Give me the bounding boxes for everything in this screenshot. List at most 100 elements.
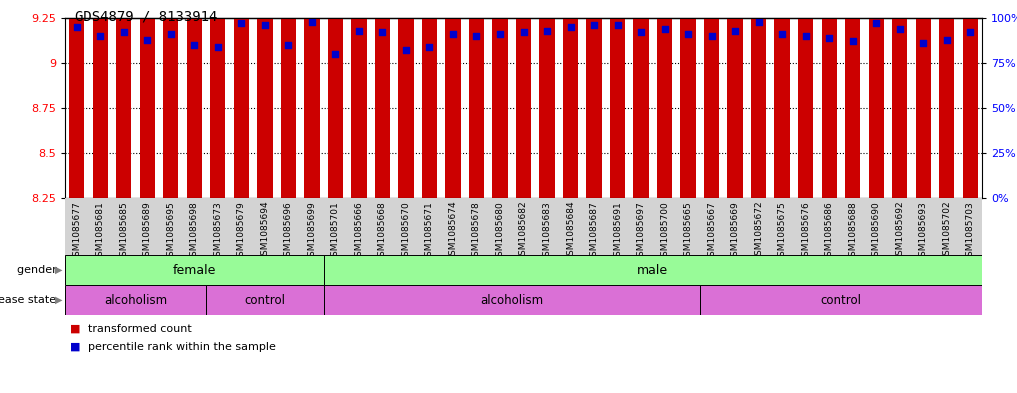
Text: GSM1085698: GSM1085698: [190, 201, 198, 262]
Point: [186, 42, 202, 48]
Point: [304, 18, 320, 25]
Point: [421, 44, 437, 50]
Bar: [516, 0, 531, 198]
Bar: [323, 255, 982, 285]
Text: GSM1085689: GSM1085689: [142, 201, 152, 262]
Point: [609, 22, 625, 28]
Bar: [327, 0, 343, 198]
Bar: [422, 0, 437, 198]
Text: gender: gender: [16, 265, 60, 275]
Point: [562, 24, 579, 30]
Bar: [939, 0, 954, 198]
Point: [656, 26, 672, 32]
Text: GSM1085673: GSM1085673: [214, 201, 223, 262]
Bar: [257, 0, 273, 198]
Bar: [587, 0, 602, 198]
Text: GSM1085703: GSM1085703: [966, 201, 974, 262]
Bar: [751, 0, 766, 198]
Bar: [206, 285, 323, 315]
Point: [351, 28, 367, 34]
Text: control: control: [821, 294, 861, 307]
Text: GSM1085682: GSM1085682: [519, 201, 528, 261]
Bar: [234, 0, 249, 198]
Bar: [798, 0, 814, 198]
Point: [539, 28, 555, 34]
Bar: [281, 0, 296, 198]
Bar: [211, 0, 226, 198]
Text: female: female: [173, 263, 216, 277]
Point: [93, 33, 109, 39]
Bar: [65, 285, 206, 315]
Point: [492, 31, 508, 37]
Text: GSM1085688: GSM1085688: [848, 201, 857, 262]
Text: GSM1085702: GSM1085702: [942, 201, 951, 261]
Point: [869, 20, 885, 27]
Text: GSM1085666: GSM1085666: [354, 201, 363, 262]
Text: GSM1085699: GSM1085699: [307, 201, 316, 262]
Text: ■: ■: [70, 342, 80, 352]
Bar: [775, 0, 790, 198]
Text: percentile rank within the sample: percentile rank within the sample: [88, 342, 277, 352]
Point: [374, 29, 391, 35]
Point: [68, 24, 84, 30]
Point: [586, 22, 602, 28]
Bar: [93, 0, 108, 198]
Bar: [139, 0, 155, 198]
Text: GSM1085701: GSM1085701: [331, 201, 340, 262]
Text: GSM1085669: GSM1085669: [730, 201, 739, 262]
Text: GSM1085677: GSM1085677: [72, 201, 81, 262]
Bar: [304, 0, 319, 198]
Bar: [399, 0, 414, 198]
Bar: [700, 285, 982, 315]
Text: ▶: ▶: [56, 295, 63, 305]
Bar: [445, 0, 461, 198]
Bar: [680, 0, 696, 198]
Bar: [869, 0, 884, 198]
Bar: [323, 285, 700, 315]
Text: GSM1085687: GSM1085687: [590, 201, 599, 262]
Text: control: control: [244, 294, 286, 307]
Bar: [610, 0, 625, 198]
Bar: [539, 0, 554, 198]
Point: [469, 33, 485, 39]
Point: [256, 22, 273, 28]
Bar: [187, 0, 202, 198]
Text: GSM1085670: GSM1085670: [402, 201, 411, 262]
Bar: [562, 0, 579, 198]
Bar: [469, 0, 484, 198]
Text: alcoholism: alcoholism: [480, 294, 543, 307]
Point: [751, 18, 767, 25]
Bar: [634, 0, 649, 198]
Text: transformed count: transformed count: [88, 324, 192, 334]
Text: GSM1085672: GSM1085672: [755, 201, 763, 261]
Point: [844, 38, 860, 44]
Bar: [845, 0, 860, 198]
Point: [892, 26, 908, 32]
Text: GSM1085681: GSM1085681: [96, 201, 105, 262]
Text: disease state: disease state: [0, 295, 60, 305]
Point: [281, 42, 297, 48]
Text: GSM1085679: GSM1085679: [237, 201, 246, 262]
Point: [774, 31, 790, 37]
Bar: [69, 0, 84, 198]
Point: [915, 40, 932, 46]
Bar: [65, 255, 323, 285]
Bar: [963, 0, 978, 198]
Text: GDS4879 / 8133914: GDS4879 / 8133914: [75, 10, 218, 24]
Text: GSM1085671: GSM1085671: [425, 201, 434, 262]
Text: GSM1085694: GSM1085694: [260, 201, 270, 261]
Point: [116, 29, 132, 35]
Text: GSM1085696: GSM1085696: [284, 201, 293, 262]
Point: [962, 29, 978, 35]
Text: male: male: [638, 263, 668, 277]
Text: GSM1085668: GSM1085668: [378, 201, 386, 262]
Point: [327, 51, 344, 57]
Point: [139, 37, 156, 43]
Point: [727, 28, 743, 34]
Point: [680, 31, 697, 37]
Text: GSM1085683: GSM1085683: [542, 201, 551, 262]
Text: GSM1085680: GSM1085680: [495, 201, 504, 262]
Point: [210, 44, 226, 50]
Text: GSM1085674: GSM1085674: [448, 201, 458, 261]
Text: GSM1085692: GSM1085692: [895, 201, 904, 261]
